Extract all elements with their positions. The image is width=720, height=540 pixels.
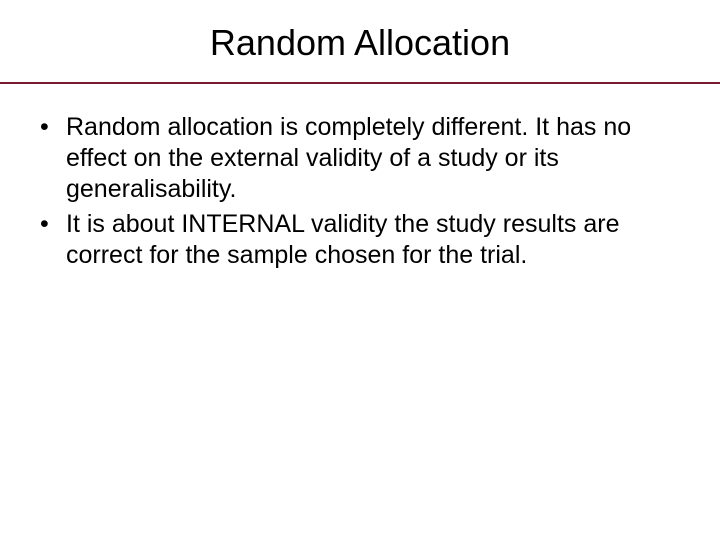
slide-content: Random allocation is completely differen… [0,84,720,271]
bullet-list: Random allocation is completely differen… [36,112,684,271]
slide-container: Random Allocation Random allocation is c… [0,0,720,540]
bullet-item: It is about INTERNAL validity the study … [36,209,684,271]
bullet-item: Random allocation is completely differen… [36,112,684,205]
slide-title: Random Allocation [0,22,720,64]
